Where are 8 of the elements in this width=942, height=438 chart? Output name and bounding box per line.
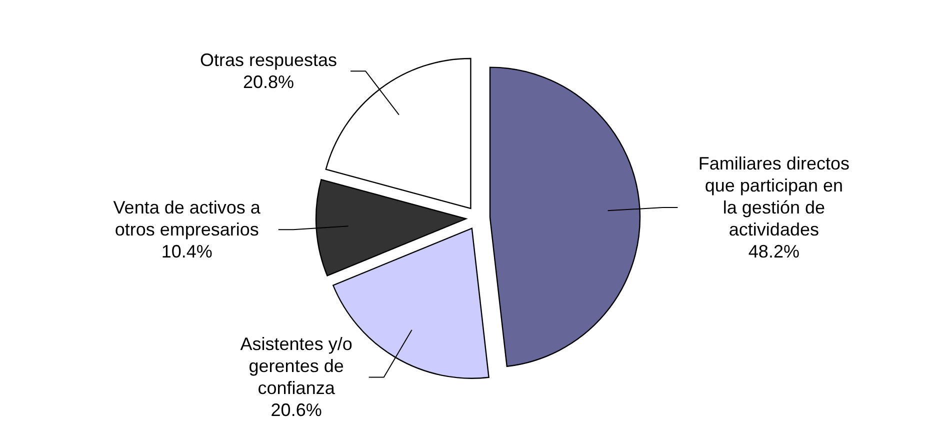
data-label: 48.2% — [748, 242, 800, 262]
slice-label: Venta de activos a otros empresarios — [113, 198, 262, 240]
data-label: 20.8% — [243, 72, 294, 92]
data-label: 10.4% — [161, 242, 212, 262]
slice-label: Otras respuestas — [200, 50, 338, 70]
slice-label: Familiares directos que participan en la gestión de actividades — [698, 154, 850, 240]
data-label: 20.6% — [270, 400, 322, 420]
slice-label: Asistentes y/o gerentes de confianza — [240, 334, 352, 398]
